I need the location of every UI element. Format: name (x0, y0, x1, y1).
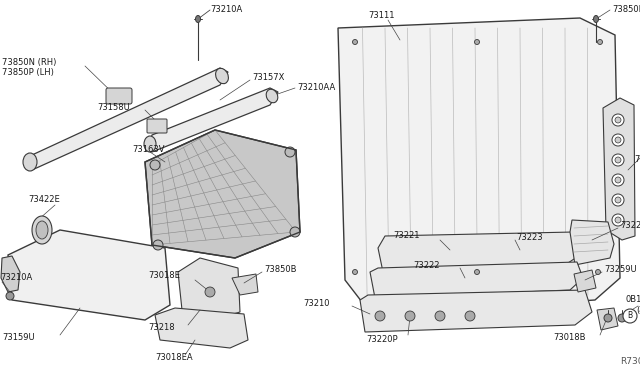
Polygon shape (1, 256, 20, 292)
Text: 73210: 73210 (303, 299, 330, 308)
Ellipse shape (144, 136, 156, 152)
Circle shape (353, 39, 358, 45)
Text: 73221: 73221 (394, 231, 420, 241)
Text: 73850P (LH): 73850P (LH) (2, 68, 54, 77)
Circle shape (405, 311, 415, 321)
Text: 73422E: 73422E (28, 196, 60, 205)
Text: 73224: 73224 (620, 221, 640, 231)
Polygon shape (570, 220, 614, 265)
Text: (4): (4) (636, 305, 640, 314)
Ellipse shape (195, 16, 200, 22)
Polygon shape (370, 262, 583, 298)
Circle shape (474, 269, 479, 275)
Circle shape (612, 174, 624, 186)
Circle shape (618, 314, 626, 322)
Text: 73850B: 73850B (264, 266, 296, 275)
Polygon shape (338, 18, 620, 315)
Text: 73220P: 73220P (366, 336, 398, 344)
Text: 73163V: 73163V (132, 145, 164, 154)
Circle shape (290, 227, 300, 237)
Text: 73018EA: 73018EA (155, 353, 193, 362)
Circle shape (615, 197, 621, 203)
Circle shape (6, 292, 14, 300)
Ellipse shape (36, 221, 48, 239)
Polygon shape (155, 308, 248, 348)
Circle shape (615, 117, 621, 123)
Text: 0B146-6162H: 0B146-6162H (626, 295, 640, 305)
Circle shape (474, 39, 479, 45)
Text: 73210A: 73210A (0, 273, 32, 282)
Polygon shape (8, 230, 170, 320)
Circle shape (623, 309, 637, 323)
Ellipse shape (23, 153, 37, 171)
FancyBboxPatch shape (147, 119, 167, 133)
Ellipse shape (593, 16, 598, 22)
Circle shape (612, 214, 624, 226)
Text: 73018B: 73018B (554, 334, 586, 343)
Polygon shape (603, 98, 635, 240)
Text: 73218: 73218 (148, 324, 175, 333)
Circle shape (612, 134, 624, 146)
Text: 73223: 73223 (516, 232, 543, 241)
Text: 73850BA: 73850BA (612, 4, 640, 13)
Text: 73210A: 73210A (210, 6, 243, 15)
Polygon shape (597, 308, 618, 330)
Text: R730003E: R730003E (620, 357, 640, 366)
Circle shape (465, 311, 475, 321)
Circle shape (604, 314, 612, 322)
Circle shape (375, 311, 385, 321)
Text: 73111: 73111 (368, 12, 394, 20)
Polygon shape (360, 290, 592, 332)
Text: 73210AA: 73210AA (297, 83, 335, 92)
Text: 73259U: 73259U (604, 266, 637, 275)
Ellipse shape (266, 89, 278, 103)
Text: 73018E: 73018E (148, 272, 180, 280)
Circle shape (205, 287, 215, 297)
Polygon shape (145, 130, 300, 258)
Text: 73230: 73230 (634, 155, 640, 164)
Circle shape (612, 194, 624, 206)
Circle shape (615, 177, 621, 183)
Circle shape (435, 311, 445, 321)
Polygon shape (28, 68, 228, 170)
Circle shape (595, 269, 600, 275)
Text: 73157X: 73157X (252, 74, 284, 83)
Text: B: B (627, 311, 632, 321)
Circle shape (353, 269, 358, 275)
Circle shape (612, 114, 624, 126)
Polygon shape (378, 232, 580, 272)
Text: 73159U: 73159U (2, 334, 35, 343)
Polygon shape (148, 88, 278, 152)
Text: 73222: 73222 (413, 260, 440, 269)
Ellipse shape (216, 68, 228, 84)
Circle shape (615, 157, 621, 163)
Circle shape (612, 154, 624, 166)
Circle shape (598, 39, 602, 45)
Circle shape (153, 240, 163, 250)
Circle shape (285, 147, 295, 157)
Polygon shape (574, 270, 596, 292)
Circle shape (150, 160, 160, 170)
FancyBboxPatch shape (106, 88, 132, 104)
Circle shape (615, 137, 621, 143)
Ellipse shape (32, 216, 52, 244)
Polygon shape (178, 258, 240, 318)
Text: 73850N (RH): 73850N (RH) (2, 58, 56, 67)
Text: 73158U: 73158U (97, 103, 130, 112)
Circle shape (615, 217, 621, 223)
Polygon shape (232, 274, 258, 295)
